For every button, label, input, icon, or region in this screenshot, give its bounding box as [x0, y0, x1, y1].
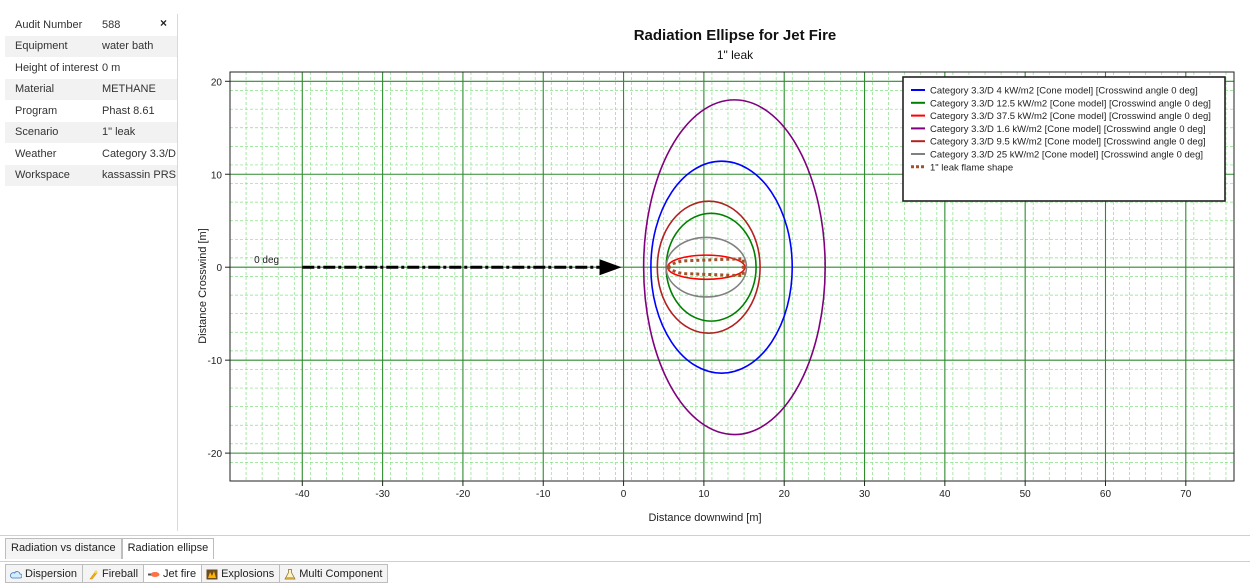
- property-value: water bath: [102, 40, 154, 53]
- plot-area: -40 -30 -20 -10 0 10 20 30 40 50 60 70 -20 -10 0 10 20 0 …: [208, 71, 1235, 500]
- x-tick-label: 50: [1020, 489, 1032, 500]
- y-tick-label: 0: [216, 263, 222, 274]
- property-row[interactable]: Material METHANE: [5, 78, 177, 100]
- radiation-ellipse: [656, 200, 761, 335]
- tab-jet-fire[interactable]: Jet fire: [143, 564, 202, 583]
- x-tick-label: -10: [536, 489, 551, 500]
- tab-label: Multi Component: [299, 568, 383, 580]
- property-row[interactable]: Weather Category 3.3/D: [5, 143, 177, 165]
- property-key: Height of interest: [15, 61, 99, 74]
- property-row[interactable]: Program Phast 8.61: [5, 100, 177, 122]
- y-tick-label: 10: [211, 170, 223, 181]
- tab-dispersion[interactable]: Dispersion: [5, 564, 82, 583]
- y-tick-label: -10: [208, 356, 223, 367]
- radiation-ellipse: [650, 160, 794, 374]
- tab-fireball[interactable]: Fireball: [81, 564, 144, 583]
- legend-entry: Category 3.3/D 37.5 kW/m2 [Cone model] […: [930, 111, 1211, 122]
- y-tick-label: 20: [211, 77, 223, 88]
- property-value: Category 3.3/D: [102, 147, 176, 160]
- legend-entry: Category 3.3/D 1.6 kW/m2 [Cone model] [C…: [930, 124, 1206, 135]
- flask-icon: [284, 568, 299, 580]
- x-tick-label: 20: [779, 489, 791, 500]
- x-tick-label: 40: [939, 489, 951, 500]
- series-group: [642, 99, 826, 436]
- legend-entry: Category 3.3/D 25 kW/m2 [Cone model] [Cr…: [930, 150, 1203, 161]
- tab-label: Fireball: [101, 568, 139, 580]
- tab-radiation-vs-distance[interactable]: Radiation vs distance: [5, 538, 122, 559]
- x-tick-label: 30: [859, 489, 871, 500]
- tab-label: Dispersion: [25, 568, 77, 580]
- property-key: Equipment: [15, 40, 68, 53]
- x-tick-label: 60: [1100, 489, 1112, 500]
- jet-fire-icon: [148, 569, 163, 580]
- property-value: 1" leak: [102, 126, 136, 139]
- property-value: kassassin PRS: [102, 169, 176, 182]
- property-row[interactable]: Height of interest 0 m: [5, 57, 177, 79]
- property-key: Weather: [15, 147, 57, 160]
- property-value: METHANE: [102, 83, 156, 96]
- tab-radiation-ellipse[interactable]: Radiation ellipse: [121, 538, 215, 559]
- x-tick-label: -30: [375, 489, 390, 500]
- legend-entry: 1" leak flame shape: [930, 162, 1013, 173]
- radiation-ellipse: [642, 99, 826, 436]
- property-value: 0 m: [102, 61, 121, 74]
- property-row[interactable]: Workspace kassassin PRS: [5, 164, 177, 186]
- x-tick-label: 70: [1180, 489, 1192, 500]
- legend-entry: Category 3.3/D 9.5 kW/m2 [Cone model] [C…: [930, 137, 1206, 148]
- radiation-ellipse-chart: Radiation Ellipse for Jet Fire 1" leak -…: [197, 27, 1235, 524]
- tab-label: Jet fire: [163, 568, 197, 580]
- chart-subtitle: 1" leak: [717, 48, 754, 62]
- property-value: Phast 8.61: [102, 104, 155, 117]
- tab-label: Explosions: [221, 568, 275, 580]
- y-axis-label: Distance Crosswind [m]: [197, 228, 209, 344]
- property-row[interactable]: Equipment water bath: [5, 35, 177, 57]
- property-key: Audit Number: [15, 18, 83, 31]
- property-key: Program: [15, 104, 58, 117]
- legend-entry: Category 3.3/D 12.5 kW/m2 [Cone model] […: [930, 98, 1211, 109]
- property-row[interactable]: Scenario 1" leak: [5, 121, 177, 143]
- property-key: Scenario: [15, 126, 59, 139]
- tab-explosions[interactable]: Explosions: [201, 564, 280, 583]
- x-tick-label: 0: [621, 489, 627, 500]
- x-tick-label: -40: [295, 489, 310, 500]
- x-axis-label: Distance downwind [m]: [648, 512, 761, 524]
- property-key: Material: [15, 83, 55, 96]
- legend-entry: Category 3.3/D 4 kW/m2 [Cone model] [Cro…: [930, 86, 1198, 97]
- explosion-icon: [206, 569, 221, 580]
- property-row[interactable]: Audit Number 588: [5, 14, 177, 36]
- view-tabs: Radiation vs distance Radiation ellipse: [5, 538, 215, 559]
- chart-title: Radiation Ellipse for Jet Fire: [634, 27, 837, 44]
- fireball-icon: [87, 569, 102, 580]
- y-tick-label: -20: [208, 449, 223, 460]
- property-value: 588: [102, 18, 121, 31]
- x-tick-label: 10: [698, 489, 710, 500]
- flame-shape: [665, 257, 745, 278]
- divider: [0, 561, 1250, 562]
- divider: [0, 535, 1250, 536]
- wind-arrow-head: [599, 259, 622, 276]
- x-tick-label: -20: [456, 489, 471, 500]
- close-icon[interactable]: ×: [160, 16, 168, 30]
- tab-multi-component[interactable]: Multi Component: [279, 564, 389, 583]
- legend-box: [902, 76, 1226, 202]
- wind-direction-label: 0 deg: [254, 255, 279, 266]
- model-tabs: Dispersion Fireball Jet fire Explosions Mult…: [5, 564, 389, 583]
- plot-border: [229, 71, 1235, 482]
- property-key: Workspace: [15, 169, 70, 182]
- cloud-icon: [10, 569, 25, 580]
- properties-panel: Audit Number 588 Equipment water bath Height…: [5, 14, 178, 531]
